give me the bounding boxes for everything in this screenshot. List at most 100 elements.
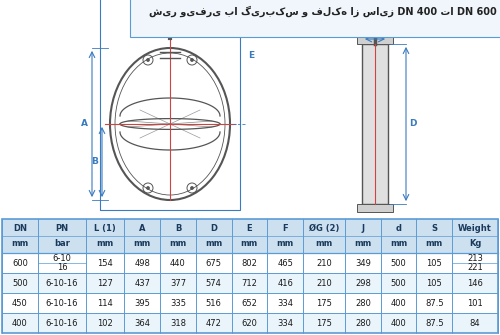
Text: bar: bar: [54, 239, 70, 248]
Text: 498: 498: [134, 259, 150, 268]
Text: L (1): L (1): [94, 224, 116, 233]
Text: DN: DN: [13, 224, 27, 233]
Text: 400: 400: [12, 319, 28, 328]
Text: 349: 349: [355, 259, 371, 268]
Bar: [2, 219, 498, 253]
Text: 87.5: 87.5: [425, 298, 444, 308]
Text: 114: 114: [98, 298, 113, 308]
Text: 395: 395: [134, 298, 150, 308]
Text: شیر ویفری با گیربکس و فلکه از سایز DN 400 تا DN 600: شیر ویفری با گیربکس و فلکه از سایز DN 40…: [149, 6, 497, 17]
Text: mm: mm: [354, 239, 372, 248]
Circle shape: [190, 187, 194, 190]
Text: J: J: [390, 28, 393, 37]
Bar: [2, 273, 498, 293]
Text: Kg: Kg: [469, 239, 481, 248]
Text: 516: 516: [206, 298, 222, 308]
Text: 465: 465: [277, 259, 293, 268]
Text: mm: mm: [11, 239, 28, 248]
Text: 105: 105: [426, 278, 442, 287]
Text: 335: 335: [170, 298, 186, 308]
Text: mm: mm: [96, 239, 114, 248]
Bar: [2, 219, 498, 333]
Text: mm: mm: [170, 239, 186, 248]
Bar: [357, 204, 393, 212]
Text: mm: mm: [426, 239, 443, 248]
Bar: [357, 36, 393, 44]
Text: ØG: ØG: [389, 9, 403, 18]
Text: 6-10-16: 6-10-16: [46, 278, 78, 287]
Bar: [362, 44, 388, 204]
Text: mm: mm: [276, 239, 293, 248]
Text: PN: PN: [56, 224, 68, 233]
Text: 101: 101: [467, 298, 483, 308]
Text: 87.5: 87.5: [425, 319, 444, 328]
Text: 6-10-16: 6-10-16: [46, 298, 78, 308]
Text: S: S: [353, 28, 359, 37]
Text: E: E: [246, 224, 252, 233]
Text: 472: 472: [206, 319, 222, 328]
Text: 318: 318: [170, 319, 186, 328]
Text: 500: 500: [390, 259, 406, 268]
Text: d: d: [396, 224, 402, 233]
Text: mm: mm: [240, 239, 258, 248]
Text: 334: 334: [277, 319, 293, 328]
Bar: [100, 0, 240, 210]
Text: 652: 652: [242, 298, 258, 308]
Text: 213: 213: [467, 254, 483, 263]
Text: 280: 280: [355, 319, 371, 328]
Text: 210: 210: [316, 278, 332, 287]
Text: 84: 84: [470, 319, 480, 328]
Text: 364: 364: [134, 319, 150, 328]
Text: 437: 437: [134, 278, 150, 287]
Text: 280: 280: [355, 298, 371, 308]
Text: 102: 102: [98, 319, 113, 328]
Text: 440: 440: [170, 259, 186, 268]
Text: 298: 298: [355, 278, 371, 287]
Text: E: E: [248, 51, 254, 60]
Circle shape: [146, 187, 150, 190]
Text: 500: 500: [12, 278, 28, 287]
Text: 712: 712: [242, 278, 258, 287]
Text: F: F: [282, 224, 288, 233]
Text: 175: 175: [316, 319, 332, 328]
Text: 6-10-16: 6-10-16: [46, 319, 78, 328]
Text: 574: 574: [206, 278, 222, 287]
Text: 400: 400: [390, 319, 406, 328]
Text: S: S: [431, 224, 437, 233]
Text: 221: 221: [467, 263, 483, 272]
Text: ØG (2): ØG (2): [309, 224, 339, 233]
Bar: [2, 293, 498, 313]
Text: mm: mm: [134, 239, 151, 248]
Text: 675: 675: [206, 259, 222, 268]
Text: 400: 400: [390, 298, 406, 308]
Text: 600: 600: [12, 259, 28, 268]
Text: 620: 620: [242, 319, 258, 328]
Text: B: B: [91, 157, 98, 166]
Text: 416: 416: [277, 278, 293, 287]
Text: 6-10: 6-10: [52, 254, 72, 263]
Text: 802: 802: [242, 259, 258, 268]
Bar: [2, 253, 498, 273]
Text: 500: 500: [390, 278, 406, 287]
Text: A: A: [81, 120, 88, 129]
Text: 450: 450: [12, 298, 28, 308]
Text: J: J: [362, 224, 364, 233]
Text: 175: 175: [316, 298, 332, 308]
Bar: [2, 313, 498, 333]
Text: Weight: Weight: [458, 224, 492, 233]
Text: 105: 105: [426, 259, 442, 268]
Text: D: D: [409, 120, 416, 129]
Text: D: D: [210, 224, 217, 233]
Text: 127: 127: [98, 278, 113, 287]
Circle shape: [146, 59, 150, 62]
Text: mm: mm: [390, 239, 407, 248]
Text: 16: 16: [56, 263, 67, 272]
Text: A: A: [139, 224, 145, 233]
Circle shape: [190, 59, 194, 62]
Text: 146: 146: [467, 278, 483, 287]
Text: 377: 377: [170, 278, 186, 287]
Text: mm: mm: [205, 239, 222, 248]
Text: 154: 154: [98, 259, 113, 268]
Text: mm: mm: [316, 239, 332, 248]
Text: B: B: [175, 224, 181, 233]
